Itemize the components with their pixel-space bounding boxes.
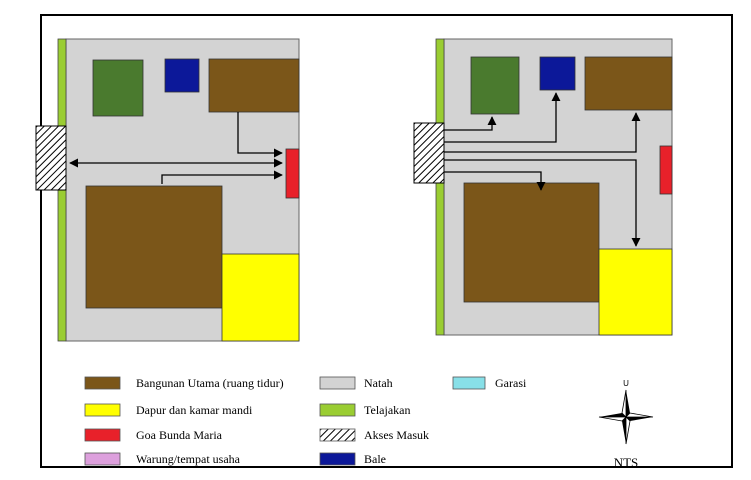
nts-label: NTS — [614, 455, 639, 470]
legend: Bangunan Utama (ruang tidur) Dapur dan k… — [84, 376, 527, 466]
legend-label-bale: Bale — [364, 452, 386, 466]
akses-masuk — [35, 125, 67, 191]
bale — [164, 58, 200, 93]
legend-label-natah: Natah — [364, 376, 393, 390]
bangunan-utama-top — [584, 56, 673, 111]
legend-label-garasi: Garasi — [495, 376, 527, 390]
goa-bunda-maria — [285, 148, 300, 199]
legend-swatch-dapur — [84, 403, 121, 417]
building-to-goa-arrow — [161, 170, 283, 184]
top-building-to-goa-arrow — [237, 112, 283, 158]
legend-swatch-bangunan-utama — [84, 376, 121, 390]
akses-masuk — [413, 122, 445, 184]
legend-swatch-garasi — [452, 376, 486, 390]
legend-label-bangunan-utama: Bangunan Utama (ruang tidur) — [136, 376, 284, 390]
legend-swatch-natah — [319, 376, 356, 390]
compass-rose-icon — [598, 389, 654, 445]
access-to-dapur-arrow — [444, 159, 641, 247]
dapur-kamar-mandi — [221, 253, 300, 342]
bangunan-utama-main — [463, 182, 600, 303]
legend-swatch-bale — [319, 452, 356, 466]
plan-right — [413, 38, 673, 336]
legend-swatch-akses-masuk — [319, 428, 356, 442]
access-to-green-bale-arrow — [444, 116, 497, 131]
north-compass: U NTS — [598, 379, 654, 470]
bale-green — [92, 59, 144, 117]
plan-left — [35, 38, 300, 342]
figure-frame — [40, 14, 733, 468]
legend-swatch-warung — [84, 452, 121, 466]
legend-label-warung: Warung/tempat usaha — [136, 452, 241, 466]
legend-label-telajakan: Telajakan — [364, 403, 410, 417]
legend-swatch-goa — [84, 428, 121, 442]
access-to-top-building-arrow — [444, 112, 641, 153]
goa-bunda-maria — [659, 145, 673, 195]
bangunan-utama-top — [208, 58, 300, 113]
access-to-main-building-arrow — [444, 171, 546, 191]
dapur-kamar-mandi — [598, 248, 673, 336]
legend-swatch-telajakan — [319, 403, 356, 417]
bangunan-utama-main — [85, 185, 223, 309]
bale-green — [470, 56, 520, 115]
access-to-bale-arrow — [444, 92, 561, 143]
bale — [539, 56, 576, 91]
legend-label-dapur: Dapur dan kamar mandi — [136, 403, 253, 417]
legend-label-akses-masuk: Akses Masuk — [364, 428, 429, 442]
telajakan-strip — [435, 38, 445, 336]
north-label: U — [623, 379, 629, 388]
legend-label-goa: Goa Bunda Maria — [136, 428, 223, 442]
